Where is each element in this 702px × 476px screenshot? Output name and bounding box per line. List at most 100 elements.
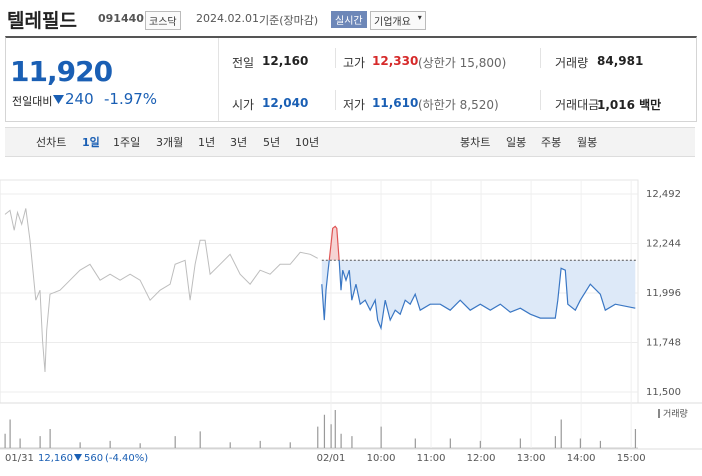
y-tick-label: 11,748 [646,338,681,349]
stock-name: 텔레필드 [7,10,77,32]
period-button[interactable]: 10년 [295,136,320,149]
divider [335,48,336,68]
basis: 기준(장마감) [259,14,319,27]
stat-label: 거래대금 [555,98,600,112]
company-label: 기업개요 [374,17,411,28]
volume-bar [4,433,6,448]
x-tick-label: 15:00 [617,453,646,464]
change-pct: -1.97% [104,90,158,108]
volume-bar [229,442,231,448]
stat-label: 거래량 [555,56,589,70]
volume-bar [634,429,637,448]
footer-pct: (-4.40%) [105,453,148,464]
volume-bar [340,433,342,448]
volume-bar [79,442,81,448]
x-tick-label: 02/01 [317,453,346,464]
stat-value: 11,610 [372,96,419,110]
company-dropdown[interactable]: 기업개요 ▾ [370,11,426,30]
footer-down-icon [74,454,82,461]
price-line [4,208,318,373]
x-tick-label: 13:00 [517,453,546,464]
volume-bar [334,410,336,448]
volume-bar [519,438,521,448]
volume-bar [139,443,141,448]
candle-chart-label: 봉차트 [460,136,491,149]
footer-prev: 12,160 [38,453,73,464]
volume-bar [599,440,602,448]
y-tick-label: 11,500 [646,387,681,398]
toolbar [5,127,695,157]
price-line [321,260,636,331]
change-label: 전일대비 [12,95,53,108]
volume-bar [19,438,21,448]
stat-extra: (상한가 15,800) [418,56,507,70]
stat-value: 12,040 [262,96,309,110]
volume-bar [380,426,382,448]
change: 240 [65,90,94,108]
volume-bar [330,424,332,448]
y-tick-label: 11,996 [646,288,681,299]
period-button[interactable]: 3년 [230,136,248,149]
volume-bar [289,442,291,448]
down-triangle [53,95,64,104]
volume-bar [109,440,111,448]
volume-legend: 거래량 [663,408,688,420]
x-tick-label: 10:00 [367,453,396,464]
candle-button[interactable]: 일봉 [506,136,527,149]
volume-bar [479,440,481,448]
x-tick-label: 11:00 [417,453,446,464]
volume-bar [449,438,451,448]
market-badge: 코스닥 [145,11,181,30]
volume-bar [174,436,176,448]
x-tick-label: 12:00 [467,453,496,464]
down-icon [53,95,64,104]
volume-bar [199,431,201,448]
stat-value: 12,330 [372,54,419,68]
stock-code: 091440 [98,12,144,25]
divider [540,90,541,110]
line-chart-label: 선차트 [36,136,67,149]
volume-bar [259,440,261,448]
quote-box [5,36,697,122]
divider [540,48,541,68]
volume-bar [351,436,353,448]
date: 2024.02.01 [196,12,259,25]
volume-bar [414,438,416,448]
period-button[interactable]: 1일 [82,136,100,149]
period-button[interactable]: 5년 [263,136,281,149]
volume-bar [323,414,326,448]
volume-bar [49,429,51,448]
period-button[interactable]: 1주일 [113,136,141,149]
footer-date: 01/31 [5,453,34,464]
stat-value: 84,981 [597,54,644,68]
footer-change: 560 [84,453,103,464]
y-tick-label: 12,244 [646,239,681,250]
volume-bar [9,419,11,448]
realtime-button[interactable]: 실시간 [331,11,367,28]
candle-button[interactable]: 주봉 [541,136,562,149]
period-button[interactable]: 1년 [198,136,216,149]
volume-bar [554,436,556,448]
area-down [321,260,636,329]
divider [218,38,219,121]
stat-extra: (하한가 8,520) [418,98,499,112]
stat-label: 저가 [343,98,366,112]
current-price: 11,920 [10,55,113,88]
stat-value: 12,160 [262,54,309,68]
y-tick-label: 12,492 [646,189,681,200]
period-button[interactable]: 3개월 [156,136,184,149]
volume-bar [39,436,41,448]
volume-bar [579,438,582,448]
stat-label: 전일 [232,56,255,70]
dropdown-arrow: ▾ [417,13,422,22]
divider [335,90,336,110]
candle-button[interactable]: 월봉 [577,136,598,149]
x-tick-label: 14:00 [567,453,596,464]
volume-bar [317,426,319,448]
stat-label: 시가 [232,98,255,112]
stat-label: 고가 [343,56,366,70]
stat-value: 1,016 백만 [597,98,662,112]
volume-bar [560,419,562,448]
